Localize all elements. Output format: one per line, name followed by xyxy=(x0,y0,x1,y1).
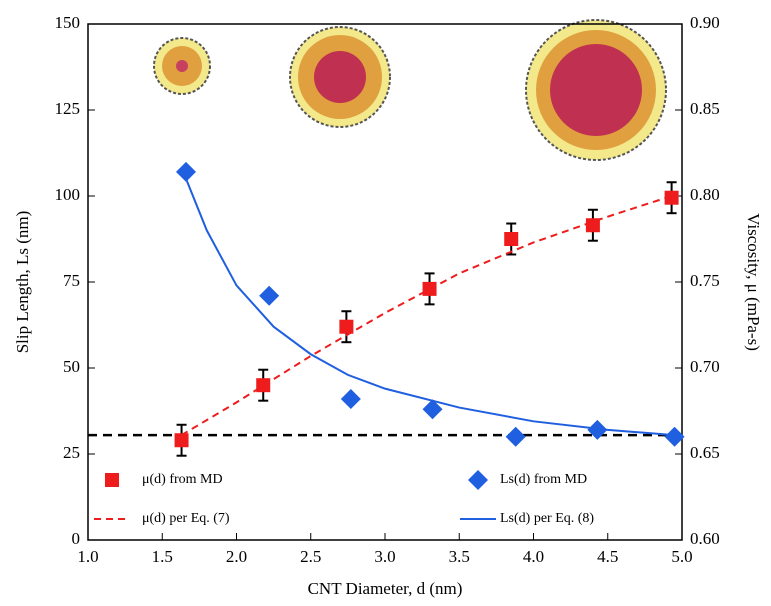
square-marker xyxy=(504,232,519,246)
diamond-marker xyxy=(259,285,280,306)
line xyxy=(185,178,675,437)
square-marker xyxy=(422,281,437,296)
legend-swatch xyxy=(105,473,119,487)
legend-label: Ls(d) per Eq. (8) xyxy=(500,511,594,526)
x-tick-label: 1.5 xyxy=(152,547,173,566)
y-tick-label: 75 xyxy=(63,271,80,290)
y-tick-label: 125 xyxy=(55,99,81,118)
x-tick-label: 4.0 xyxy=(523,547,544,566)
y-tick-label: 50 xyxy=(63,357,80,376)
legend-swatch xyxy=(468,470,488,490)
x-tick-label: 3.5 xyxy=(449,547,470,566)
y2-axis-title: Viscosity, μ (mPa-s) xyxy=(744,213,763,351)
square-marker xyxy=(174,433,189,448)
diamond-marker xyxy=(505,426,526,447)
x-tick-label: 3.0 xyxy=(374,547,395,566)
legend-label: μ(d) per Eq. (7) xyxy=(142,511,230,526)
x-tick-label: 2.0 xyxy=(226,547,247,566)
x-axis-title: CNT Diameter, d (nm) xyxy=(308,579,463,598)
x-tick-label: 4.5 xyxy=(597,547,618,566)
y-tick-label: 25 xyxy=(63,443,80,462)
diamond-marker xyxy=(340,388,361,409)
y2-tick-label: 0.75 xyxy=(690,271,720,290)
square-marker xyxy=(664,190,679,205)
line xyxy=(181,195,672,436)
y2-tick-label: 0.60 xyxy=(690,529,720,548)
square-marker xyxy=(585,218,600,233)
y2-tick-label: 0.90 xyxy=(690,13,720,32)
legend-label: μ(d) from MD xyxy=(142,472,223,487)
diamond-marker xyxy=(422,399,443,420)
y2-tick-label: 0.85 xyxy=(690,99,720,118)
y2-tick-label: 0.65 xyxy=(690,443,720,462)
diamond-marker xyxy=(176,161,197,182)
diamond-marker xyxy=(587,419,608,440)
y-tick-label: 100 xyxy=(55,185,81,204)
x-tick-label: 1.0 xyxy=(77,547,98,566)
y2-tick-label: 0.70 xyxy=(690,357,720,376)
square-marker xyxy=(339,319,354,334)
y-tick-label: 150 xyxy=(55,13,81,32)
legend-label: Ls(d) from MD xyxy=(500,472,587,487)
y2-tick-label: 0.80 xyxy=(690,185,720,204)
x-tick-label: 2.5 xyxy=(300,547,321,566)
cnt-illustrations xyxy=(153,19,667,161)
x-tick-label: 5.0 xyxy=(671,547,692,566)
y-tick-label: 0 xyxy=(72,529,81,548)
y-axis-title: Slip Length, Ls (nm) xyxy=(13,211,32,354)
diamond-marker xyxy=(664,426,685,447)
square-marker xyxy=(256,378,271,393)
